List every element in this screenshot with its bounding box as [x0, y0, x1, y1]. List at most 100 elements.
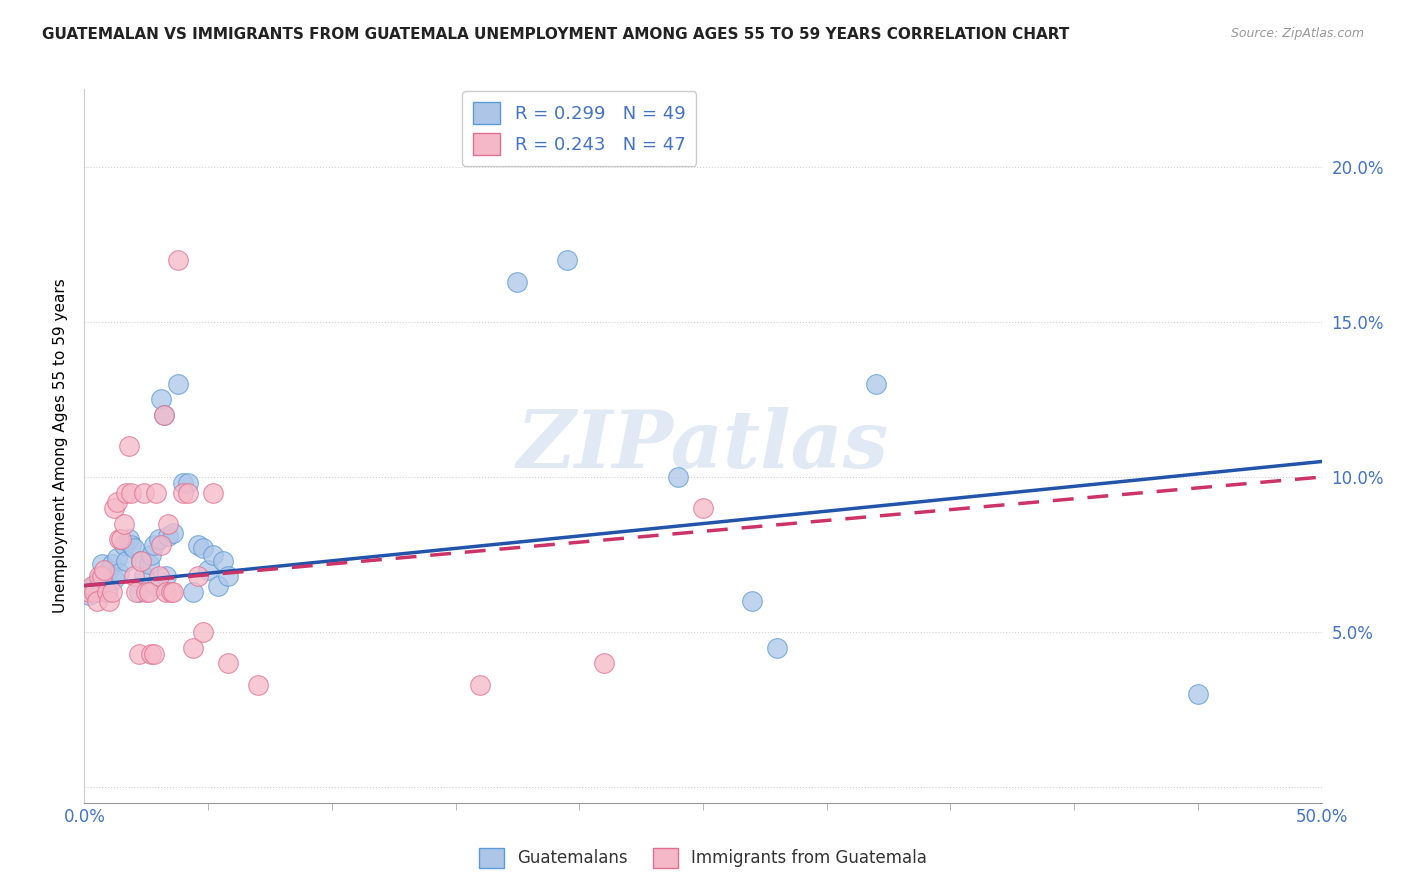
- Point: [129, 554, 152, 568]
- Point: [187, 538, 209, 552]
- Point: [145, 485, 167, 500]
- Point: [83, 584, 105, 599]
- Point: [120, 538, 142, 552]
- Point: [167, 252, 190, 267]
- Point: [105, 495, 128, 509]
- Point: [181, 584, 204, 599]
- Point: [83, 579, 105, 593]
- Point: [89, 573, 111, 587]
- Point: [100, 557, 122, 571]
- Point: [90, 557, 112, 571]
- Point: [152, 408, 174, 422]
- Point: [145, 579, 167, 593]
- Point: [207, 579, 229, 593]
- Point: [155, 569, 177, 583]
- Point: [555, 252, 578, 267]
- Text: GUATEMALAN VS IMMIGRANTS FROM GUATEMALA UNEMPLOYMENT AMONG AGES 55 TO 59 YEARS C: GUATEMALAN VS IMMIGRANTS FROM GUATEMALA …: [42, 27, 1070, 42]
- Point: [138, 557, 160, 571]
- Point: [118, 439, 141, 453]
- Point: [80, 579, 103, 593]
- Point: [110, 532, 132, 546]
- Point: [142, 538, 165, 552]
- Point: [202, 548, 225, 562]
- Point: [89, 569, 111, 583]
- Point: [177, 476, 200, 491]
- Point: [128, 584, 150, 599]
- Point: [217, 569, 239, 583]
- Point: [865, 376, 887, 391]
- Point: [666, 470, 689, 484]
- Legend: R = 0.299   N = 49, R = 0.243   N = 47: R = 0.299 N = 49, R = 0.243 N = 47: [463, 91, 696, 166]
- Point: [217, 656, 239, 670]
- Point: [172, 485, 194, 500]
- Point: [141, 647, 163, 661]
- Point: [160, 584, 183, 599]
- Point: [197, 563, 219, 577]
- Point: [138, 584, 160, 599]
- Point: [112, 538, 135, 552]
- Point: [167, 376, 190, 391]
- Point: [93, 563, 115, 577]
- Point: [246, 678, 269, 692]
- Point: [141, 548, 163, 562]
- Point: [202, 485, 225, 500]
- Point: [103, 501, 125, 516]
- Point: [132, 569, 155, 583]
- Point: [593, 656, 616, 670]
- Point: [766, 640, 789, 655]
- Y-axis label: Unemployment Among Ages 55 to 59 years: Unemployment Among Ages 55 to 59 years: [53, 278, 69, 614]
- Point: [108, 532, 131, 546]
- Point: [128, 647, 150, 661]
- Point: [120, 485, 142, 500]
- Point: [470, 678, 492, 692]
- Point: [108, 566, 131, 581]
- Point: [177, 485, 200, 500]
- Point: [162, 584, 184, 599]
- Point: [98, 563, 121, 577]
- Point: [103, 573, 125, 587]
- Point: [162, 525, 184, 540]
- Point: [157, 529, 180, 543]
- Point: [187, 569, 209, 583]
- Point: [135, 584, 157, 599]
- Text: Source: ZipAtlas.com: Source: ZipAtlas.com: [1230, 27, 1364, 40]
- Point: [157, 516, 180, 531]
- Point: [79, 584, 101, 599]
- Text: ZIPatlas: ZIPatlas: [517, 408, 889, 484]
- Point: [115, 554, 138, 568]
- Point: [86, 594, 108, 608]
- Point: [191, 541, 214, 556]
- Point: [93, 582, 115, 596]
- Point: [181, 640, 204, 655]
- Point: [212, 554, 235, 568]
- Point: [115, 485, 138, 500]
- Point: [118, 532, 141, 546]
- Point: [148, 569, 170, 583]
- Point: [90, 569, 112, 583]
- Point: [122, 569, 145, 583]
- Point: [152, 408, 174, 422]
- Point: [142, 647, 165, 661]
- Point: [172, 476, 194, 491]
- Point: [150, 392, 173, 407]
- Point: [150, 538, 173, 552]
- Point: [122, 541, 145, 556]
- Point: [132, 485, 155, 500]
- Point: [1187, 687, 1209, 701]
- Point: [86, 584, 108, 599]
- Point: [98, 594, 121, 608]
- Point: [100, 584, 122, 599]
- Point: [191, 625, 214, 640]
- Point: [112, 516, 135, 531]
- Point: [506, 275, 529, 289]
- Point: [96, 584, 118, 599]
- Legend: Guatemalans, Immigrants from Guatemala: Guatemalans, Immigrants from Guatemala: [472, 841, 934, 875]
- Point: [80, 582, 103, 596]
- Point: [96, 584, 118, 599]
- Point: [155, 584, 177, 599]
- Point: [148, 532, 170, 546]
- Point: [741, 594, 763, 608]
- Point: [79, 588, 101, 602]
- Point: [129, 554, 152, 568]
- Point: [125, 584, 148, 599]
